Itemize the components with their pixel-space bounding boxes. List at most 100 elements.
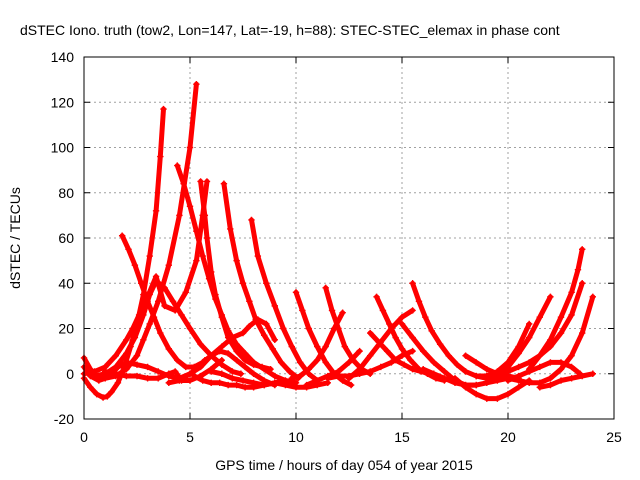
- data-point: [208, 352, 215, 359]
- data-point: [322, 359, 329, 366]
- data-point: [144, 298, 151, 305]
- data-point: [288, 375, 295, 382]
- data-point: [579, 329, 586, 337]
- data-point: [536, 363, 543, 371]
- data-point: [589, 293, 596, 301]
- data-point: [178, 311, 185, 319]
- data-point: [131, 261, 139, 269]
- data-point: [297, 372, 304, 380]
- data-point: [114, 379, 122, 386]
- series-band: [119, 233, 278, 388]
- data-point: [314, 356, 321, 364]
- data-point: [169, 298, 177, 305]
- series-33: [536, 370, 596, 391]
- series-band: [494, 294, 553, 379]
- data-point: [123, 336, 130, 344]
- data-point: [218, 356, 225, 364]
- data-point: [246, 323, 253, 330]
- data-point: [277, 359, 285, 366]
- series-band: [374, 294, 447, 383]
- data-point: [197, 341, 204, 348]
- data-point: [241, 356, 249, 364]
- data-point: [155, 375, 162, 382]
- series-32: [504, 293, 596, 386]
- data-point: [171, 368, 179, 375]
- data-point: [140, 311, 147, 319]
- data-point: [203, 234, 211, 242]
- data-point: [415, 298, 423, 305]
- data-point: [224, 381, 232, 389]
- data-point: [398, 345, 406, 353]
- data-point: [462, 352, 469, 359]
- data-point: [345, 375, 353, 382]
- data-point: [114, 363, 122, 371]
- y-tick-label: 80: [58, 185, 74, 201]
- data-point: [328, 307, 336, 314]
- data-point: [197, 178, 204, 185]
- data-point: [93, 390, 100, 398]
- data-point: [557, 313, 565, 321]
- data-point: [239, 329, 247, 337]
- data-point: [297, 359, 304, 366]
- data-point: [441, 375, 448, 382]
- data-point: [392, 334, 399, 341]
- data-point: [494, 372, 501, 380]
- data-point: [409, 334, 416, 341]
- data-point: [314, 377, 321, 384]
- data-point: [526, 366, 533, 373]
- data-point: [197, 363, 204, 371]
- data-point: [241, 363, 249, 371]
- data-point: [199, 377, 206, 384]
- data-point: [579, 246, 586, 253]
- data-point: [144, 363, 151, 371]
- data-point: [392, 356, 399, 364]
- x-tick-label: 0: [80, 429, 88, 445]
- series-band: [166, 316, 278, 386]
- data-point: [388, 325, 395, 332]
- data-point: [138, 280, 145, 287]
- data-point: [233, 347, 240, 355]
- data-point: [420, 347, 427, 355]
- data-point: [322, 284, 329, 291]
- data-point: [377, 338, 384, 346]
- data-point: [536, 384, 543, 391]
- data-point: [133, 361, 141, 368]
- data-point: [229, 334, 236, 341]
- x-tick-label: 15: [394, 429, 410, 445]
- data-point: [216, 379, 223, 386]
- data-point: [174, 356, 181, 364]
- series-7: [102, 356, 225, 384]
- data-point: [186, 144, 194, 151]
- data-point: [180, 180, 187, 187]
- data-point: [347, 381, 355, 389]
- data-point: [199, 252, 206, 260]
- data-point: [152, 277, 160, 285]
- data-point: [104, 393, 111, 400]
- data-point: [102, 375, 109, 382]
- data-point: [420, 366, 427, 373]
- data-point: [589, 370, 596, 377]
- data-point: [133, 372, 141, 380]
- y-tick-label: 120: [51, 94, 75, 110]
- data-point: [108, 388, 115, 396]
- data-point: [233, 257, 240, 264]
- data-point: [125, 246, 132, 253]
- data-point: [400, 361, 408, 368]
- axis-ticks: 0 5 10 15 20 25 -20 0 20 40 60 80 100 120 140: [51, 49, 622, 445]
- data-point: [208, 379, 215, 386]
- data-point: [220, 180, 228, 187]
- series-11: [165, 316, 278, 386]
- y-tick-label: 100: [51, 140, 75, 156]
- data-point: [483, 379, 490, 386]
- data-point: [237, 370, 245, 377]
- data-point: [118, 232, 126, 239]
- data-point: [155, 298, 162, 305]
- series-22: [345, 307, 416, 382]
- data-point: [229, 375, 236, 382]
- data-point: [473, 372, 480, 380]
- data-point: [473, 359, 480, 366]
- data-point: [445, 352, 452, 359]
- data-point: [241, 350, 249, 357]
- data-point: [356, 366, 363, 373]
